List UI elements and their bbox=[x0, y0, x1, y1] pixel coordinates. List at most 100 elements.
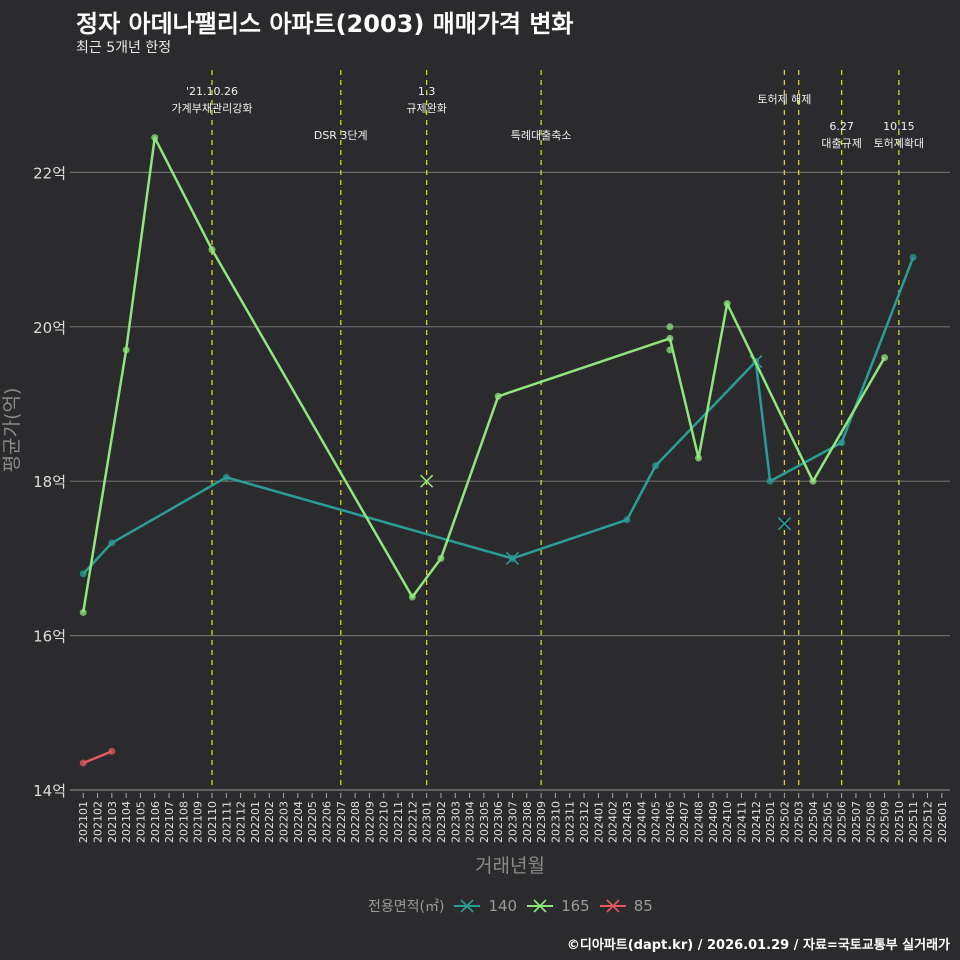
x-tick-label: 202403 bbox=[621, 801, 634, 843]
x-tick-label: 202208 bbox=[349, 801, 362, 843]
legend-item-140: 140 bbox=[454, 897, 517, 915]
legend-key-icon bbox=[454, 899, 481, 913]
data-point-165 bbox=[666, 346, 674, 354]
event-label: 토허제확대 bbox=[874, 137, 925, 150]
legend-item-85: 85 bbox=[599, 897, 653, 915]
x-tick-label: 202306 bbox=[492, 801, 505, 843]
x-tick-label: 202406 bbox=[664, 801, 677, 843]
x-tick-label: 202108 bbox=[177, 801, 190, 843]
x-tick-label: 202409 bbox=[707, 801, 720, 843]
source-caption: ©디아파트(dapt.kr) / 2026.01.29 / 자료=국토교통부 실… bbox=[566, 938, 950, 953]
x-tick-label: 202510 bbox=[893, 801, 906, 843]
data-point-85 bbox=[79, 759, 87, 767]
legend-label: 85 bbox=[633, 897, 653, 915]
x-tick-label: 202407 bbox=[678, 801, 691, 843]
x-tick-label: 202508 bbox=[864, 801, 877, 843]
x-tick-label: 202202 bbox=[263, 801, 276, 843]
series-line-165 bbox=[81, 136, 886, 613]
data-point-165 bbox=[437, 554, 445, 562]
x-tick-label: 202410 bbox=[721, 801, 734, 843]
x-tick-label: 202204 bbox=[292, 801, 305, 843]
x-tick-label: 202109 bbox=[192, 801, 205, 843]
x-tick-label: 202412 bbox=[750, 801, 763, 843]
event-label: 가계부채관리강화 bbox=[172, 102, 253, 115]
legend-label: 165 bbox=[561, 897, 590, 915]
y-tick-label: 16억 bbox=[33, 628, 66, 646]
x-tick-label: 202111 bbox=[220, 801, 233, 843]
x-tick-label: 202402 bbox=[607, 801, 620, 843]
x-axis-title: 거래년월 bbox=[475, 855, 545, 877]
x-tick-label: 202310 bbox=[549, 801, 562, 843]
y-axis-title: 평균가(억) bbox=[1, 388, 23, 473]
y-tick-label: 18억 bbox=[33, 473, 66, 491]
data-point-140 bbox=[766, 477, 774, 485]
x-tick-label: 202311 bbox=[564, 801, 577, 843]
y-tick-label: 14억 bbox=[33, 782, 66, 800]
x-tick-label: 202408 bbox=[693, 801, 706, 843]
x-tick-label: 202601 bbox=[936, 801, 949, 843]
data-point-140 bbox=[108, 539, 116, 547]
data-point-165 bbox=[723, 300, 731, 308]
data-point-140 bbox=[838, 439, 846, 447]
event-label: '21.10.26 bbox=[186, 85, 238, 98]
legend-label: 140 bbox=[488, 897, 518, 915]
x-tick-label: 202302 bbox=[435, 801, 448, 843]
y-tick-label: 22억 bbox=[33, 164, 66, 182]
x-tick-label: 202304 bbox=[464, 801, 477, 843]
x-tick-label: 202211 bbox=[392, 801, 405, 843]
legend-key-icon bbox=[599, 899, 626, 913]
event-label: 규제완화 bbox=[406, 102, 446, 115]
x-tick-label: 202308 bbox=[521, 801, 534, 843]
x-tick-label: 202509 bbox=[879, 801, 892, 843]
data-point-140 bbox=[79, 570, 87, 578]
x-tick-label: 202207 bbox=[335, 801, 348, 843]
data-point-140 bbox=[909, 253, 917, 261]
x-tick-label: 202307 bbox=[507, 801, 520, 843]
event-label: 토허제 해제 bbox=[757, 92, 811, 106]
x-tick-label: 202305 bbox=[478, 801, 491, 843]
data-point-165 bbox=[151, 134, 159, 142]
event-label: 6.27 bbox=[829, 120, 854, 133]
x-tick-label: 202502 bbox=[778, 801, 791, 843]
data-point-165 bbox=[208, 246, 216, 254]
x-tick-label: 202101 bbox=[77, 801, 90, 843]
data-point-165 bbox=[408, 593, 416, 601]
chart-title: 정자 아데나팰리스 아파트(2003) 매매가격 변화 bbox=[76, 10, 574, 38]
legend-title: 전용면적(㎡) bbox=[368, 899, 445, 915]
event-label: 특례대출축소 bbox=[511, 129, 572, 142]
x-tick-label: 202110 bbox=[206, 801, 219, 843]
data-point-165 bbox=[881, 354, 889, 362]
x-tick-label: 202112 bbox=[235, 801, 248, 843]
x-tick-label: 202210 bbox=[378, 801, 391, 843]
x-tick-label: 202309 bbox=[535, 801, 548, 843]
event-label: 1.3 bbox=[418, 85, 436, 98]
x-tick-label: 202102 bbox=[92, 801, 105, 843]
data-point-85 bbox=[108, 747, 116, 755]
data-point-165 bbox=[666, 334, 674, 342]
x-tick-label: 202105 bbox=[134, 801, 147, 843]
event-label: DSR 3단계 bbox=[314, 129, 368, 142]
x-tick-label: 202507 bbox=[850, 801, 863, 843]
x-tick-label: 202107 bbox=[163, 801, 176, 843]
x-tick-label: 202503 bbox=[793, 801, 806, 843]
legend-key-icon bbox=[527, 899, 554, 913]
x-tick-label: 202505 bbox=[821, 801, 834, 843]
data-point-140 bbox=[652, 462, 660, 470]
x-tick-label: 202512 bbox=[921, 801, 934, 843]
x-tick-label: 202504 bbox=[807, 801, 820, 843]
x-tick-label: 202209 bbox=[363, 801, 376, 843]
x-tick-label: 202206 bbox=[320, 801, 333, 843]
x-tick-label: 202411 bbox=[735, 801, 748, 843]
series-line-85 bbox=[82, 750, 113, 765]
x-tick-label: 202506 bbox=[836, 801, 849, 843]
x-tick-label: 202106 bbox=[149, 801, 162, 843]
data-point-165 bbox=[79, 608, 87, 616]
data-point-140 bbox=[623, 516, 631, 524]
x-tick-label: 202104 bbox=[120, 801, 133, 843]
x-tick-label: 202212 bbox=[406, 801, 419, 843]
y-tick-label: 20억 bbox=[33, 319, 66, 337]
x-tick-label: 202312 bbox=[578, 801, 591, 843]
data-point-165 bbox=[695, 454, 703, 462]
cancelled-marker-140 bbox=[777, 517, 791, 531]
data-point-165 bbox=[666, 323, 674, 331]
